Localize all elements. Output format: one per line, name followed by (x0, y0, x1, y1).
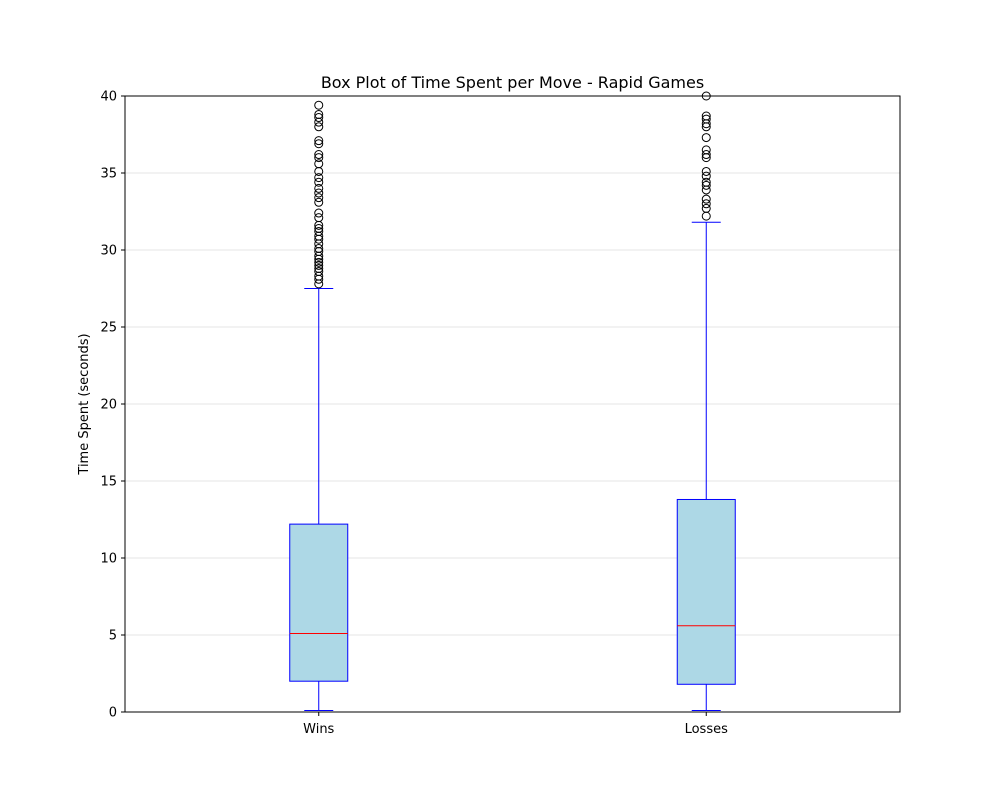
outlier-point (701, 185, 711, 195)
outlier-point (314, 100, 324, 110)
outlier-point (314, 208, 324, 218)
outlier-point (314, 113, 324, 123)
y-tick-label: 5 (109, 629, 117, 644)
outlier-point (314, 139, 324, 149)
outlier-point (314, 279, 324, 289)
outlier-point (314, 223, 324, 233)
outlier-point (314, 260, 324, 270)
outlier-point (701, 145, 711, 155)
outlier-point (314, 136, 324, 146)
y-tick-label: 15 (100, 475, 117, 490)
outlier-point (701, 203, 711, 213)
box-iqr (676, 498, 736, 685)
grid-layer (125, 95, 900, 713)
outlier-point (314, 267, 324, 277)
x-tick-label: Wins (303, 722, 334, 737)
y-axis-label: Time Spent (seconds) (77, 333, 92, 475)
outlier-point (314, 177, 324, 187)
outlier-point (314, 193, 324, 203)
box-layer (289, 91, 736, 711)
y-tick-label: 35 (100, 167, 117, 182)
outlier-point (314, 117, 324, 127)
outlier-point (314, 257, 324, 267)
outlier-point (314, 153, 324, 163)
outlier-point (314, 166, 324, 176)
outlier-point (701, 166, 711, 176)
box-iqr (289, 523, 349, 682)
outlier-point (314, 243, 324, 253)
outlier-point (701, 199, 711, 209)
outlier-point (314, 239, 324, 249)
outlier-point (314, 227, 324, 237)
outlier-point (701, 211, 711, 221)
outlier-point (314, 213, 324, 223)
axis-layer: 0 5 10 15 20 25 30 35 40 Wins Losses (100, 90, 728, 738)
outlier-point (314, 188, 324, 198)
y-tick-label: 0 (109, 706, 117, 721)
outlier-point (701, 171, 711, 181)
outlier-point (701, 133, 711, 143)
outlier-point (701, 180, 711, 190)
y-tick-label: 40 (100, 90, 117, 105)
outlier-point (701, 194, 711, 204)
y-tick-label: 30 (100, 244, 117, 259)
outlier-point (314, 197, 324, 207)
x-tick-label: Losses (685, 722, 729, 737)
outlier-point (701, 177, 711, 187)
outlier-point (314, 173, 324, 183)
outlier-point (314, 159, 324, 169)
outlier-point (314, 122, 324, 132)
y-tick-label: 10 (100, 552, 117, 567)
outlier-point (314, 150, 324, 160)
outlier-point (314, 109, 324, 119)
outlier-point (701, 114, 711, 124)
y-tick-label: 20 (100, 398, 117, 413)
outlier-point (701, 111, 711, 121)
outlier-point (314, 183, 324, 193)
outlier-point (701, 150, 711, 160)
y-tick-label: 25 (100, 321, 117, 336)
outlier-point (314, 263, 324, 273)
chart-title: Box Plot of Time Spent per Move - Rapid … (321, 73, 704, 92)
